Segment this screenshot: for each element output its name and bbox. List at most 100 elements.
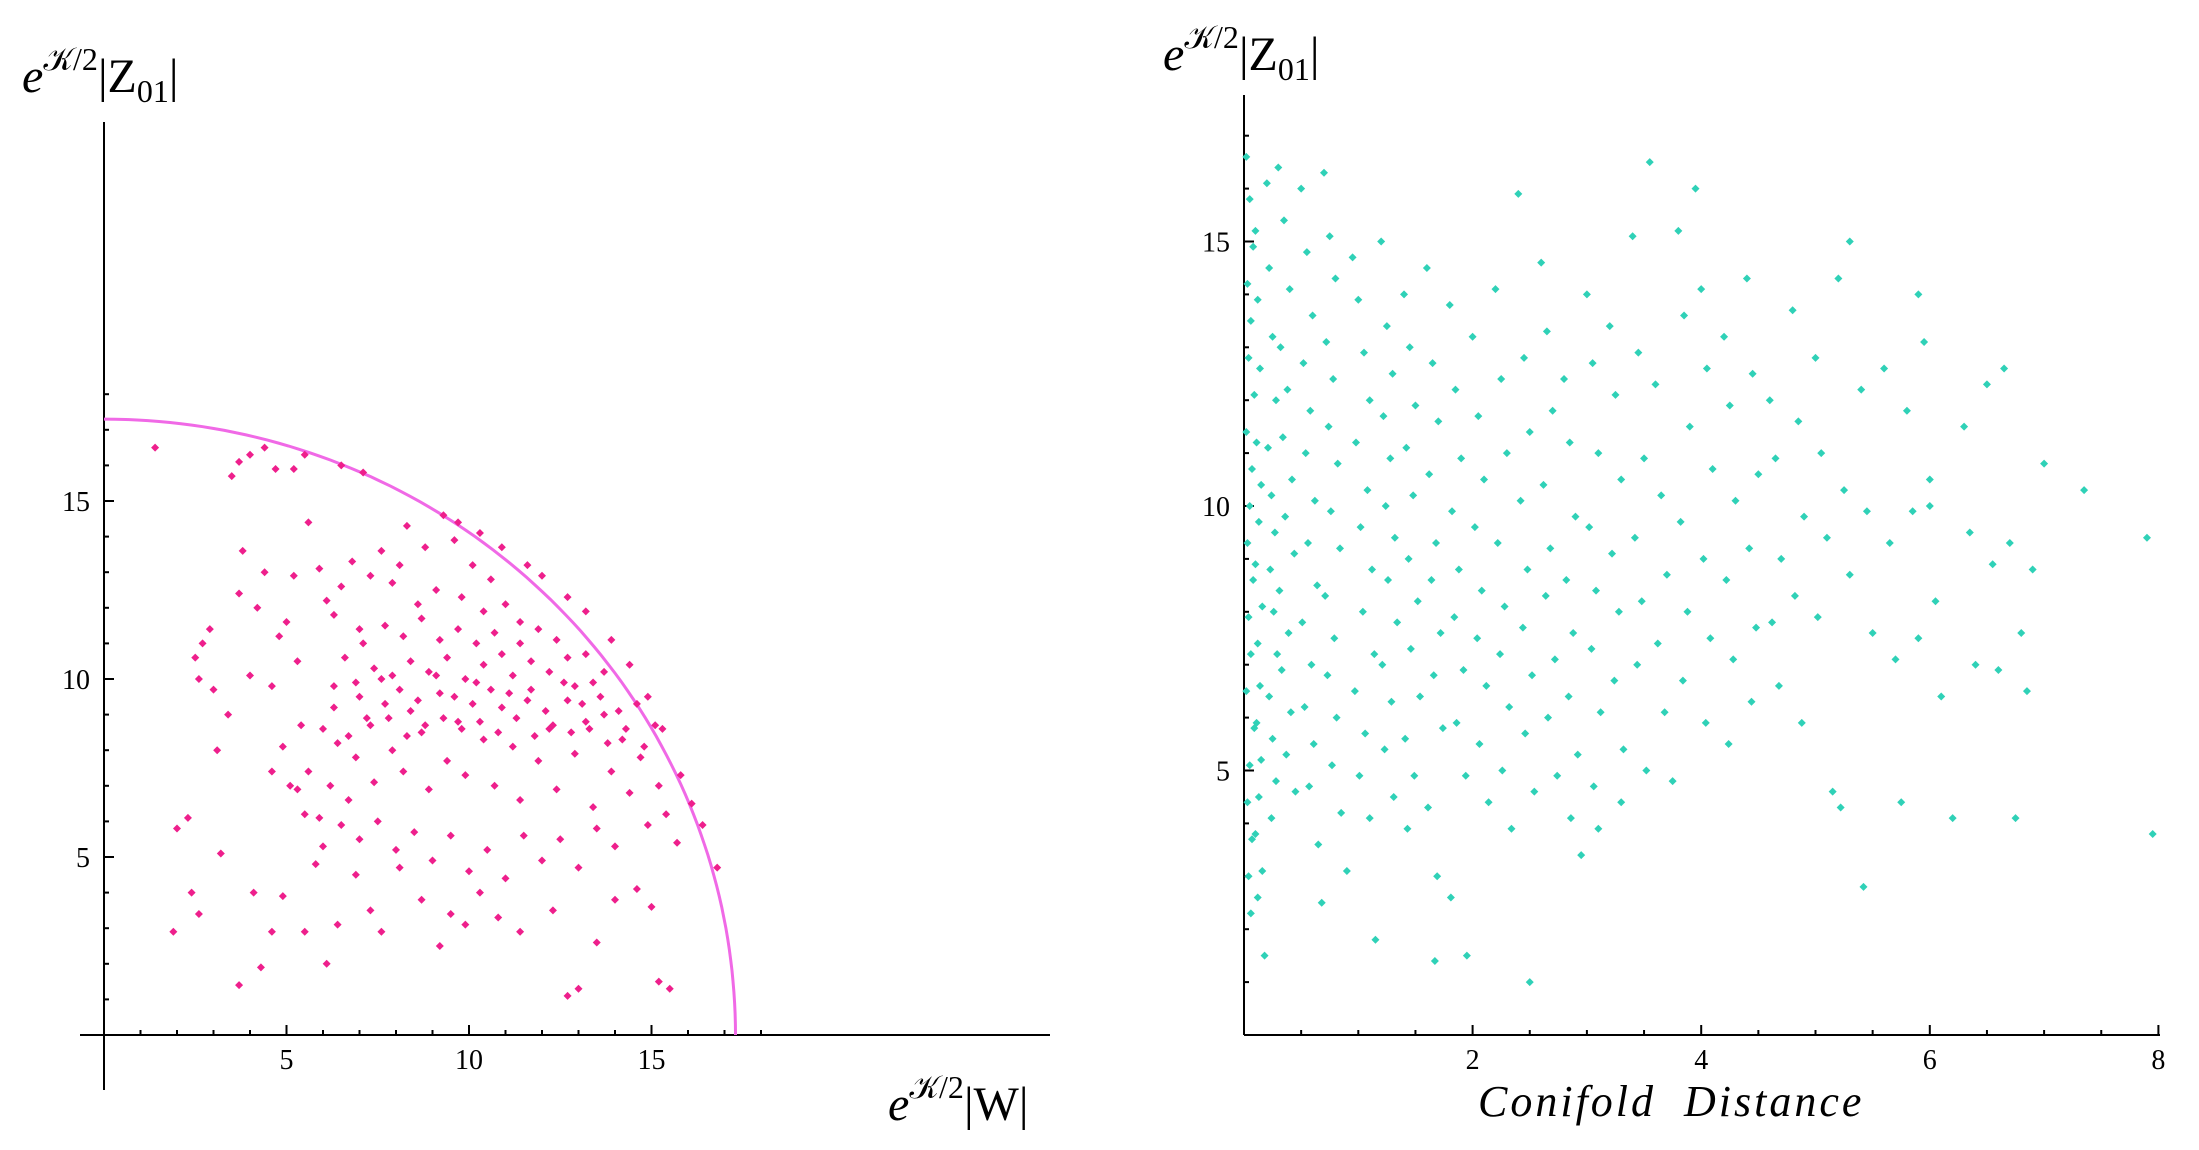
left-data-point xyxy=(392,845,400,854)
right-data-point xyxy=(1774,681,1783,690)
left-data-point xyxy=(563,991,572,1000)
left-data-point xyxy=(490,628,499,637)
left-data-point xyxy=(340,653,349,662)
left-data-point xyxy=(366,906,375,915)
left-data-point xyxy=(454,717,463,726)
left-data-point xyxy=(424,785,433,794)
left-data-point xyxy=(235,457,244,466)
right-data-point xyxy=(1342,867,1351,876)
left-data-point xyxy=(421,543,430,552)
left-data-point xyxy=(351,753,360,762)
right-data-point xyxy=(1425,470,1434,479)
right-data-point xyxy=(1459,665,1468,674)
left-data-point xyxy=(501,874,510,883)
right-data-point xyxy=(1305,782,1314,791)
left-y-tick-label: 15 xyxy=(62,487,90,518)
right-data-point xyxy=(1350,687,1359,696)
right-data-point xyxy=(1246,909,1255,918)
right-data-point xyxy=(1496,650,1505,659)
left-data-point xyxy=(198,639,207,648)
left-data-point xyxy=(665,984,674,993)
left-data-point xyxy=(592,938,601,947)
left-data-point xyxy=(698,820,707,829)
right-data-point xyxy=(1244,613,1253,622)
right-data-point xyxy=(1477,586,1486,595)
left-data-point xyxy=(643,692,652,701)
right-data-point xyxy=(1406,644,1415,653)
left-x-tick-label: 15 xyxy=(638,1045,666,1076)
left-data-point xyxy=(475,888,484,897)
right-data-point xyxy=(1452,718,1461,727)
right-data-point xyxy=(1729,655,1738,664)
left-data-point xyxy=(256,963,265,972)
left-data-point xyxy=(647,902,656,911)
right-data-point xyxy=(1470,523,1479,532)
right-data-point xyxy=(1691,184,1700,193)
right-y-tick-label: 10 xyxy=(1202,492,1230,523)
right-data-point xyxy=(1298,618,1307,627)
left-data-point xyxy=(600,710,609,719)
right-data-point xyxy=(1662,570,1671,579)
right-data-point xyxy=(1272,777,1281,786)
left-data-point xyxy=(443,756,452,765)
left-data-point xyxy=(399,632,408,641)
right-data-point xyxy=(1706,634,1715,643)
left-data-point xyxy=(472,639,481,648)
left-data-point xyxy=(494,913,503,922)
right-data-point xyxy=(1251,560,1260,569)
right-data-point xyxy=(1253,295,1262,304)
left-data-point xyxy=(213,746,222,755)
right-data-point xyxy=(1275,586,1284,595)
right-x-tick-label: 6 xyxy=(1923,1045,1937,1076)
right-data-point xyxy=(1475,740,1484,749)
right-data-point xyxy=(1637,597,1646,606)
right-data-point xyxy=(1817,449,1826,458)
right-data-point xyxy=(1560,375,1569,384)
right-data-point xyxy=(1429,671,1438,680)
right-data-point xyxy=(1269,607,1278,616)
right-data-point xyxy=(1378,660,1387,669)
left-data-point xyxy=(454,625,463,634)
right-data-point xyxy=(1862,507,1871,516)
left-data-point xyxy=(249,888,258,897)
left-data-point xyxy=(658,724,667,733)
left-data-point xyxy=(370,664,379,673)
left-data-point xyxy=(581,607,590,616)
left-data-point xyxy=(183,813,192,822)
right-data-point xyxy=(1553,771,1562,780)
left-data-point xyxy=(640,742,649,751)
right-data-point xyxy=(1245,502,1254,510)
right-data-point xyxy=(1244,872,1253,881)
right-data-point xyxy=(1310,496,1319,505)
right-data-point xyxy=(1393,618,1402,627)
left-data-point xyxy=(395,863,404,872)
left-data-point xyxy=(446,831,455,840)
right-data-point xyxy=(1642,766,1651,775)
left-data-point xyxy=(570,749,579,758)
left-data-point xyxy=(614,707,623,716)
left-data-point xyxy=(618,735,627,744)
left-data-point xyxy=(267,927,276,936)
right-data-point xyxy=(1800,512,1809,521)
left-data-point xyxy=(472,678,481,687)
right-scatter-panel: 2 4 6 8 5 10 15 e𝒦/2|Z01| Conifold Distance xyxy=(1163,19,2165,1126)
right-x-tick-label: 8 xyxy=(2151,1045,2165,1076)
right-data-point xyxy=(1321,591,1330,600)
right-data-point xyxy=(1290,549,1299,558)
left-data-point xyxy=(654,781,663,790)
right-data-point xyxy=(1278,433,1287,442)
left-data-point xyxy=(322,959,331,968)
left-x-tick-label: 10 xyxy=(455,1045,483,1076)
right-data-point xyxy=(1822,533,1831,542)
right-data-point xyxy=(1331,274,1340,283)
right-data-point xyxy=(1308,311,1317,320)
right-data-point xyxy=(1720,332,1729,341)
right-data-point xyxy=(1537,258,1546,267)
left-data-point xyxy=(621,724,630,733)
right-data-point xyxy=(1562,576,1571,585)
left-data-point xyxy=(402,521,411,530)
left-data-point xyxy=(278,892,287,901)
left-data-point xyxy=(267,767,276,776)
left-data-point xyxy=(224,710,233,719)
right-data-point xyxy=(1409,491,1418,500)
